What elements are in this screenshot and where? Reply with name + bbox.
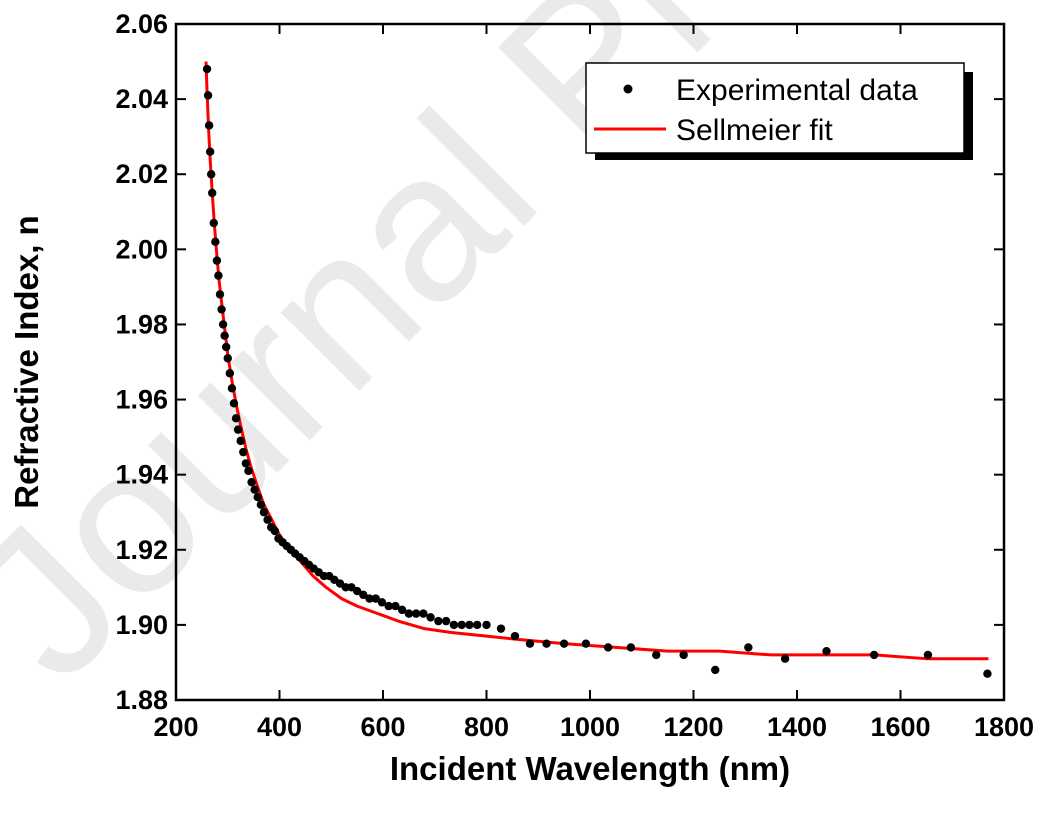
data-point bbox=[626, 643, 636, 652]
data-point bbox=[603, 643, 613, 652]
data-point bbox=[221, 342, 231, 352]
x-axis-title: Incident Wavelength (nm) bbox=[390, 750, 790, 787]
data-point bbox=[869, 650, 879, 660]
data-point bbox=[419, 609, 428, 618]
data-point bbox=[365, 594, 374, 603]
data-point bbox=[244, 466, 253, 476]
data-point bbox=[411, 609, 421, 618]
data-point bbox=[239, 447, 248, 457]
data-point bbox=[247, 477, 256, 487]
y-tick-label: 1.92 bbox=[115, 535, 168, 565]
data-point bbox=[259, 508, 269, 517]
data-point bbox=[204, 121, 214, 130]
y-tick-label: 1.94 bbox=[115, 460, 168, 490]
data-point bbox=[218, 320, 228, 329]
x-tick-label: 400 bbox=[257, 712, 302, 742]
data-point bbox=[223, 354, 232, 363]
data-point bbox=[384, 601, 393, 611]
data-point bbox=[203, 91, 213, 100]
y-tick-label: 1.96 bbox=[115, 385, 168, 415]
data-point bbox=[679, 650, 688, 660]
data-point bbox=[397, 605, 407, 615]
x-tick-label: 1400 bbox=[767, 712, 827, 742]
data-point bbox=[208, 188, 217, 198]
data-point bbox=[352, 586, 362, 596]
data-point bbox=[457, 620, 466, 630]
data-point bbox=[206, 170, 216, 179]
data-point bbox=[256, 500, 266, 509]
data-point bbox=[359, 590, 368, 600]
data-point bbox=[923, 650, 933, 660]
data-point bbox=[233, 425, 243, 434]
y-tick-label: 1.88 bbox=[115, 685, 168, 715]
data-point bbox=[211, 237, 220, 247]
data-point bbox=[404, 609, 414, 618]
x-tick-label: 1000 bbox=[560, 712, 620, 742]
x-tick-label: 1800 bbox=[974, 712, 1034, 742]
data-point bbox=[525, 639, 535, 648]
data-point bbox=[472, 620, 482, 630]
data-point bbox=[220, 331, 229, 340]
data-point bbox=[241, 459, 251, 468]
legend-box bbox=[585, 62, 965, 154]
y-axis-title: Refractive Index, n bbox=[8, 215, 45, 508]
data-point bbox=[205, 147, 215, 156]
data-point bbox=[542, 639, 551, 648]
data-point bbox=[215, 290, 225, 299]
legend-label-experimental: Experimental data bbox=[676, 74, 918, 107]
data-point bbox=[202, 64, 212, 74]
data-point bbox=[510, 631, 520, 641]
data-point bbox=[983, 669, 992, 678]
y-tick-label: 2.00 bbox=[115, 234, 168, 264]
y-axis: 1.88 1.90 1.92 1.94 1.96 1.98 2.00 2.02 2.04 2.06 bbox=[115, 9, 1004, 715]
data-point bbox=[225, 369, 235, 378]
data-point bbox=[212, 256, 222, 265]
data-point bbox=[229, 399, 239, 408]
data-point bbox=[214, 271, 223, 280]
data-point bbox=[652, 650, 661, 660]
data-point bbox=[559, 639, 569, 648]
data-point bbox=[371, 594, 380, 603]
data-point bbox=[231, 414, 241, 423]
data-point bbox=[227, 384, 237, 393]
y-tick-label: 2.04 bbox=[115, 84, 168, 114]
y-tick-label: 1.90 bbox=[115, 610, 168, 640]
data-point bbox=[209, 218, 218, 228]
data-point bbox=[496, 624, 506, 633]
data-point bbox=[441, 616, 451, 626]
data-point bbox=[377, 598, 387, 607]
legend-marker-experimental bbox=[623, 84, 633, 94]
x-tick-label: 600 bbox=[360, 712, 405, 742]
data-point bbox=[744, 643, 753, 652]
data-point bbox=[434, 616, 443, 626]
data-point bbox=[449, 620, 459, 630]
data-point bbox=[581, 639, 591, 648]
legend: Experimental data Sellmeier fit bbox=[585, 62, 973, 160]
data-point bbox=[822, 646, 831, 656]
data-point bbox=[253, 493, 262, 502]
data-point bbox=[236, 436, 245, 446]
data-point bbox=[250, 485, 259, 494]
y-tick-label: 1.98 bbox=[115, 309, 168, 339]
x-tick-label: 1600 bbox=[870, 712, 930, 742]
x-tick-label: 1200 bbox=[663, 712, 723, 742]
data-point bbox=[217, 305, 226, 314]
data-point bbox=[780, 654, 790, 663]
y-tick-label: 2.02 bbox=[115, 159, 168, 189]
y-tick-label: 2.06 bbox=[115, 9, 168, 39]
x-tick-label: 200 bbox=[153, 712, 198, 742]
plot-area bbox=[202, 61, 992, 678]
data-point bbox=[711, 665, 720, 675]
x-tick-label: 800 bbox=[464, 712, 509, 742]
data-point bbox=[391, 601, 400, 611]
data-point bbox=[270, 526, 280, 536]
data-point bbox=[465, 620, 474, 630]
data-point bbox=[426, 613, 435, 622]
data-point bbox=[263, 515, 272, 524]
data-point bbox=[482, 620, 491, 630]
x-axis: 200 400 600 800 1000 1200 1400 1600 1800 bbox=[153, 24, 1034, 742]
legend-label-sellmeier: Sellmeier fit bbox=[676, 114, 833, 147]
